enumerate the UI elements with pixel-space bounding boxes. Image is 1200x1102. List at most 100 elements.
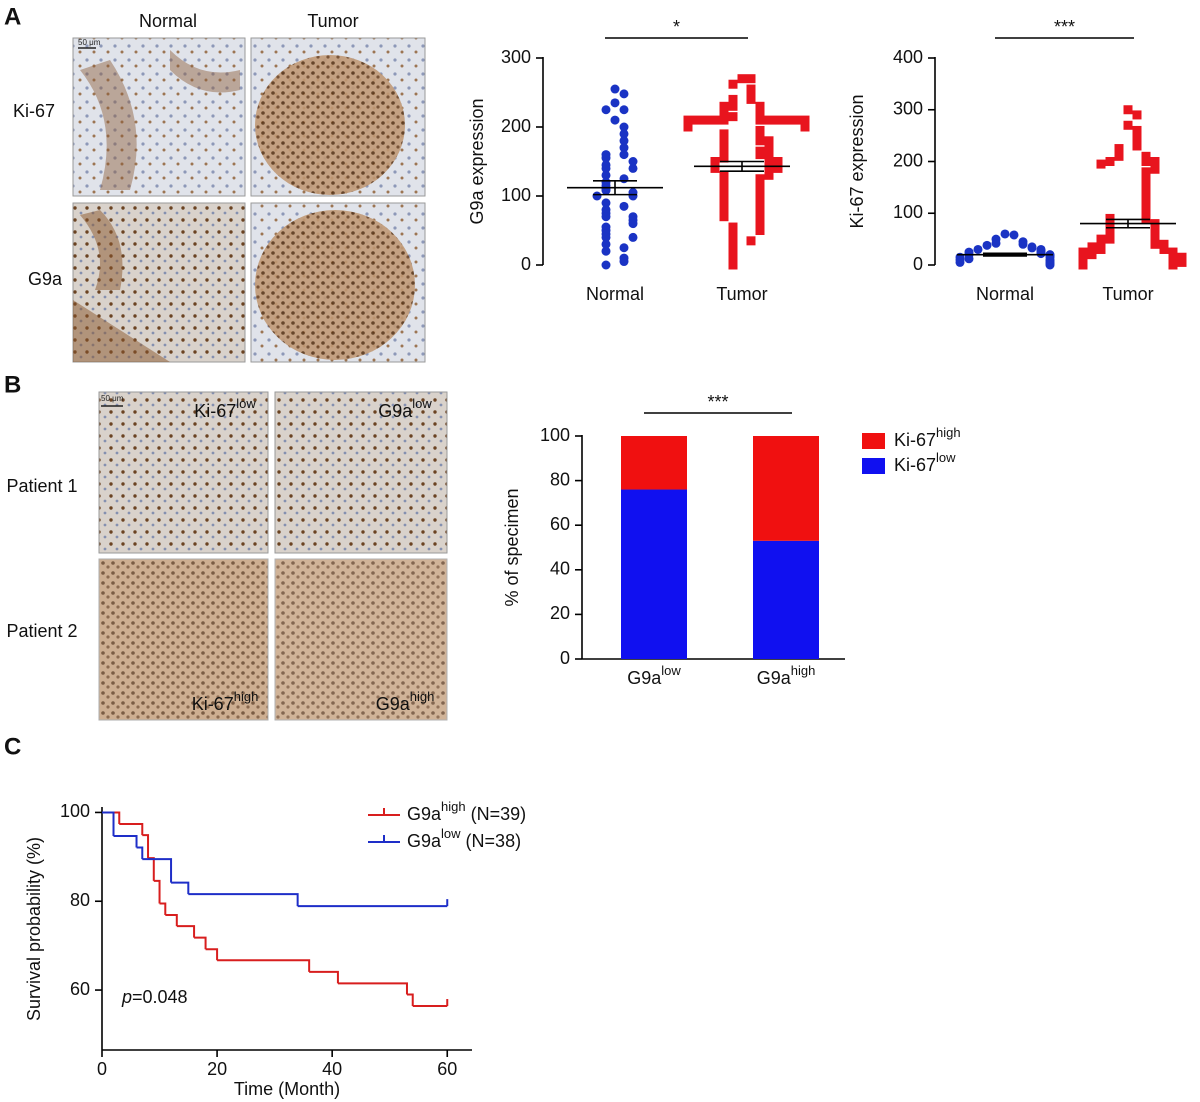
data-point xyxy=(800,122,810,132)
data-point xyxy=(746,88,756,97)
data-point xyxy=(782,115,792,125)
legend-label-suffix: (N=39) xyxy=(466,804,527,824)
y-tick-label: 60 xyxy=(70,979,90,999)
data-point xyxy=(601,246,611,256)
data-point xyxy=(1114,151,1124,161)
data-point xyxy=(628,191,638,201)
y-tick-label: 40 xyxy=(550,559,570,579)
data-point xyxy=(610,98,620,108)
data-point xyxy=(601,105,611,115)
data-point xyxy=(1141,213,1151,223)
significance-label: * xyxy=(673,17,680,37)
survival-step xyxy=(176,925,196,938)
data-point xyxy=(764,115,774,125)
x-tick-label: G9ahigh xyxy=(757,663,816,688)
survival-step xyxy=(136,846,144,860)
data-point xyxy=(1132,141,1142,151)
survival-step xyxy=(406,993,414,1007)
x-tick-label: 0 xyxy=(97,1059,107,1079)
y-axis-title: Survival probability (%) xyxy=(24,837,44,1021)
x-tick-label-text: G9a xyxy=(627,668,662,688)
y-tick-label: 100 xyxy=(60,801,90,821)
bar-segment xyxy=(753,540,819,659)
data-point xyxy=(1150,164,1160,174)
data-point xyxy=(710,115,720,125)
data-point xyxy=(1036,249,1046,259)
survival-step xyxy=(119,822,144,836)
x-tick-label: Tumor xyxy=(1102,284,1153,304)
data-point xyxy=(1132,110,1142,120)
survival-step xyxy=(142,858,173,883)
row-label: Ki-67 xyxy=(13,101,55,121)
y-tick-label: 200 xyxy=(501,116,531,136)
micrograph xyxy=(274,558,448,721)
image-label-text: G9a xyxy=(378,401,413,421)
legend-label-text: G9a xyxy=(407,831,442,851)
data-point xyxy=(619,89,629,99)
data-point xyxy=(719,115,729,125)
bar-segment xyxy=(753,436,819,541)
image-label-sup: high xyxy=(234,689,259,704)
survival-step xyxy=(194,936,207,950)
data-point xyxy=(728,94,738,104)
data-point xyxy=(601,232,611,242)
y-tick-label: 60 xyxy=(550,514,570,534)
data-point xyxy=(719,198,729,208)
data-point xyxy=(1123,105,1133,115)
significance-label: *** xyxy=(707,392,728,412)
data-point xyxy=(764,170,774,180)
data-point xyxy=(719,143,729,153)
image-label-text: G9a xyxy=(376,694,411,714)
data-point xyxy=(1027,243,1037,253)
data-point xyxy=(719,108,729,118)
data-point xyxy=(791,115,801,125)
row-label: Patient 1 xyxy=(6,476,77,496)
data-point xyxy=(1159,244,1169,254)
data-point xyxy=(601,260,611,270)
legend-label-sup: low xyxy=(936,450,956,465)
legend-label-suffix: (N=38) xyxy=(461,831,522,851)
data-point xyxy=(746,74,756,84)
data-point xyxy=(1150,157,1160,166)
data-point xyxy=(755,101,765,111)
data-point xyxy=(773,157,783,166)
survival-step xyxy=(142,834,150,859)
data-point xyxy=(728,101,738,111)
stain-region xyxy=(80,50,240,190)
data-point xyxy=(728,79,738,89)
data-point xyxy=(773,115,783,125)
data-point xyxy=(619,257,629,267)
image-label-text: Ki-67 xyxy=(192,694,234,714)
x-tick-label: Tumor xyxy=(716,284,767,304)
data-point xyxy=(1009,230,1019,240)
data-point xyxy=(764,143,774,153)
data-point xyxy=(728,112,738,122)
x-tick-label: G9alow xyxy=(627,663,681,688)
data-point xyxy=(628,157,638,166)
y-tick-label: 100 xyxy=(540,425,570,445)
data-point xyxy=(1000,229,1010,239)
x-tick-label-sup: low xyxy=(661,663,681,678)
data-point xyxy=(1150,234,1160,244)
data-point xyxy=(592,191,602,201)
data-point xyxy=(628,232,638,242)
data-point xyxy=(610,115,620,125)
data-point xyxy=(1141,157,1151,166)
data-point xyxy=(1078,260,1088,270)
row-label: G9a xyxy=(28,269,63,289)
data-point xyxy=(619,129,629,139)
data-point xyxy=(619,105,629,115)
legend-label-text: G9a xyxy=(407,804,442,824)
data-point xyxy=(719,170,729,180)
survival-step xyxy=(102,811,115,836)
y-tick-label: 200 xyxy=(893,150,923,170)
data-point xyxy=(710,163,720,173)
data-point xyxy=(755,115,765,125)
legend-label-sup: low xyxy=(441,826,461,841)
data-point xyxy=(601,198,611,208)
image-label: G9alow xyxy=(378,396,432,421)
data-point xyxy=(1105,157,1115,166)
data-point xyxy=(619,150,629,160)
image-label: Ki-67low xyxy=(194,396,256,421)
data-point xyxy=(755,136,765,146)
